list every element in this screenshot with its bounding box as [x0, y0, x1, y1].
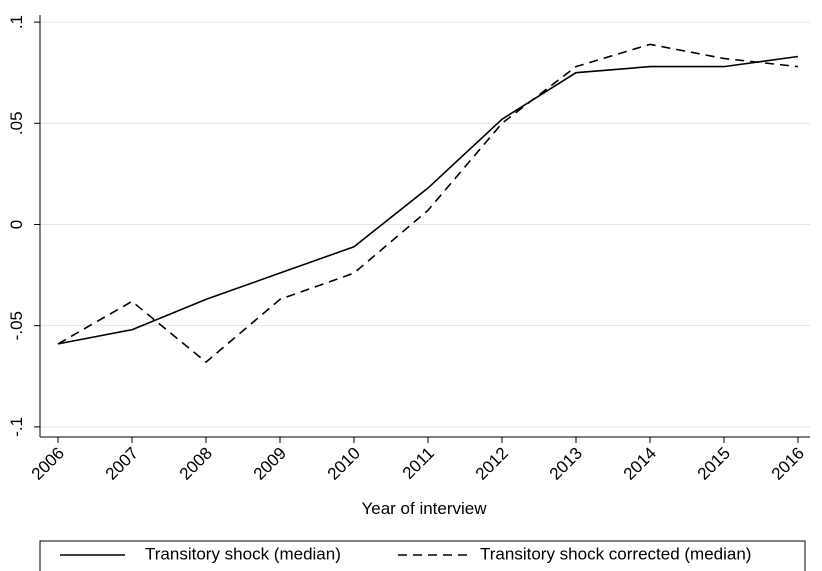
x-tick-label: 2010: [324, 444, 364, 484]
series-line: [57, 55, 799, 345]
x-tick-label: 2007: [102, 444, 142, 484]
legend-label: Transitory shock corrected (median): [480, 544, 751, 563]
y-tick-label: .1: [7, 15, 26, 29]
y-tick-label: 0: [7, 220, 26, 229]
x-tick-label: 2008: [176, 444, 216, 484]
x-tick-label: 2014: [620, 444, 660, 484]
y-tick-label: .05: [7, 111, 26, 135]
legend-label: Transitory shock (median): [145, 544, 341, 563]
x-tick-label: 2013: [546, 444, 586, 484]
x-tick-label: 2012: [472, 444, 512, 484]
x-tick-label: 2015: [694, 444, 734, 484]
x-axis-title: Year of interview: [361, 499, 487, 518]
legend-box: [39, 540, 806, 571]
y-tick-label: -.05: [7, 311, 26, 340]
x-tick-label: 2011: [399, 444, 438, 483]
x-tick-label: 2016: [768, 444, 808, 484]
series-line: [57, 43, 799, 364]
x-tick-label: 2006: [28, 444, 68, 484]
y-tick-label: -.1: [7, 417, 26, 437]
x-tick-label: 2009: [250, 444, 290, 484]
